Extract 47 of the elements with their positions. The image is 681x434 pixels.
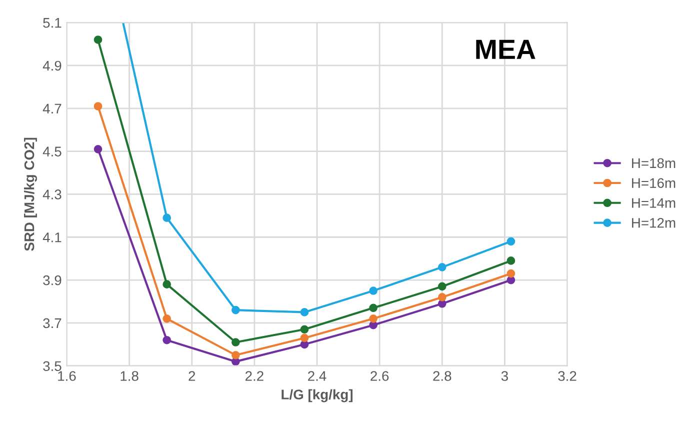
x-tick-label: 2.4: [308, 371, 326, 381]
x-tick-label: 2: [188, 371, 196, 381]
x-tick-label: 2.2: [245, 371, 264, 381]
point: [94, 36, 102, 44]
legend-label: H=16m: [632, 178, 676, 188]
point: [506, 256, 516, 265]
point: [162, 214, 172, 222]
x-tick-label: 2.8: [433, 371, 452, 381]
y-tick-label: 4.7: [42, 104, 62, 114]
x-tick-label: 1.6: [58, 371, 76, 381]
x-axis-title: L/G [kg/kg]: [282, 389, 352, 402]
y-tick-label: 3.7: [43, 318, 62, 328]
point: [94, 144, 102, 154]
y-axis-title: SRD [MJ/kg CO2]: [24, 138, 38, 251]
point: [438, 293, 446, 302]
point: [94, 102, 102, 110]
point: [369, 314, 378, 323]
x-tick-label: 3.2: [558, 371, 576, 381]
y-tick-label: 3.9: [43, 275, 62, 286]
y-tick-label: 4.3: [42, 190, 62, 200]
point: [506, 237, 516, 246]
point: [369, 304, 378, 312]
y-tick-label: 4.9: [42, 60, 62, 71]
legend-label: H=14m: [632, 198, 676, 208]
x-tick-label: 3: [501, 371, 508, 381]
point: [438, 263, 446, 272]
point: [232, 350, 240, 360]
point: [162, 314, 172, 323]
y-tick-label: 5.1: [43, 18, 62, 28]
y-tick-label: 4.5: [42, 146, 62, 156]
point: [369, 286, 378, 295]
point: [162, 280, 172, 288]
point: [438, 282, 446, 291]
x-tick-label: 1.8: [120, 371, 138, 381]
y-tick-label: 3.5: [43, 361, 62, 372]
legend-label: H=18m: [632, 158, 676, 168]
annotation: MEA: [476, 40, 536, 59]
point: [232, 338, 240, 346]
point: [300, 334, 309, 342]
y-tick-label: 4.1: [42, 232, 62, 242]
point: [506, 269, 516, 278]
point: [162, 336, 172, 344]
point: [232, 306, 240, 314]
x-tick-label: 2.6: [370, 371, 389, 381]
legend-label: H=12m: [632, 218, 676, 228]
point: [300, 308, 309, 316]
point: [300, 325, 309, 334]
